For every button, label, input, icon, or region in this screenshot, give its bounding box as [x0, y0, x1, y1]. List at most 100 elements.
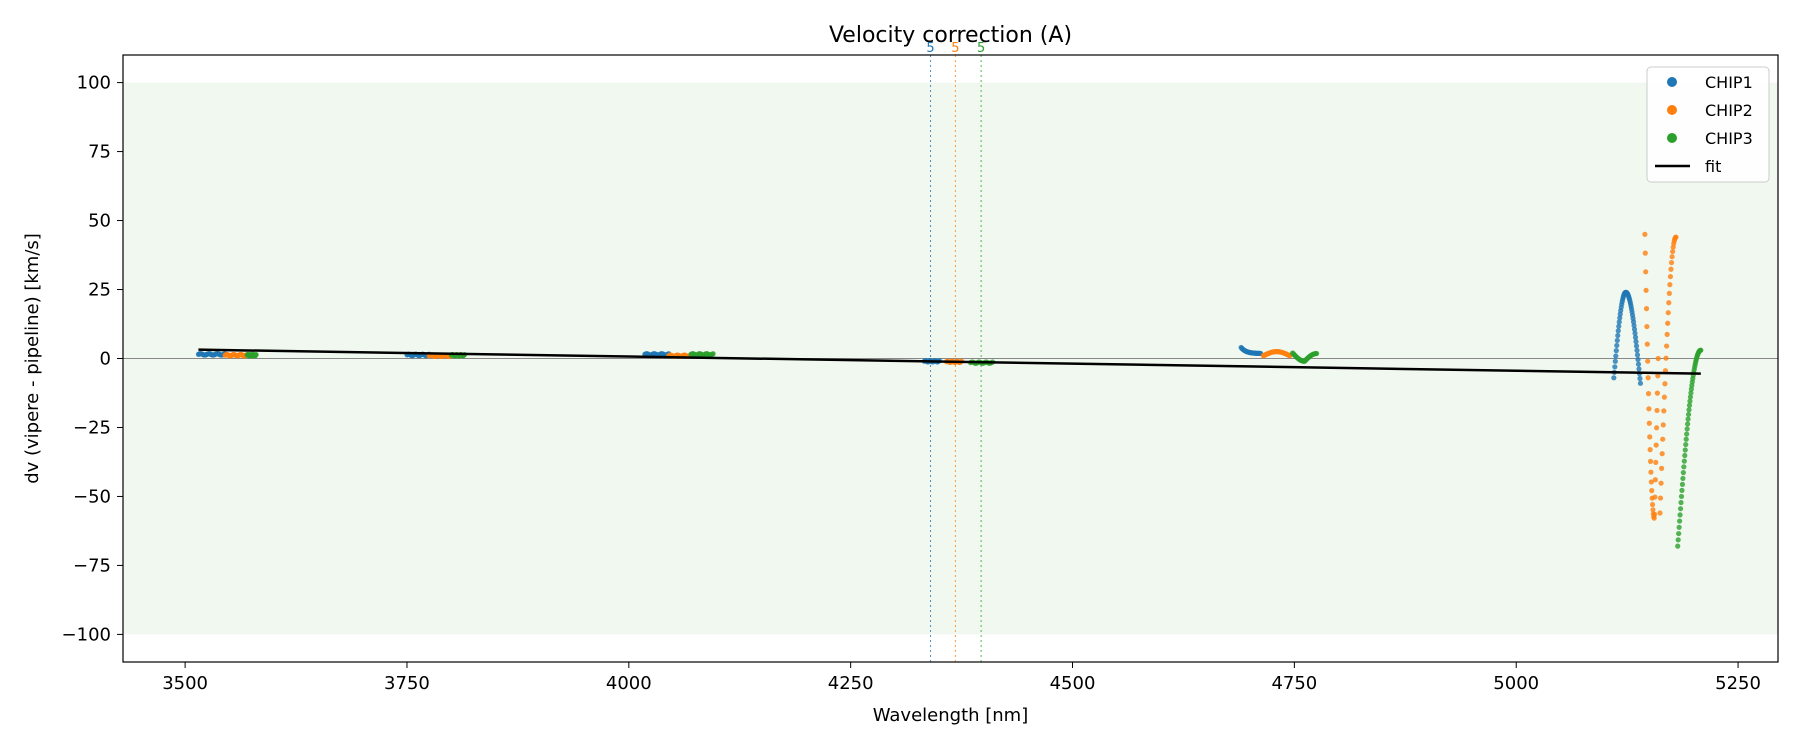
y-tick-label: 50 [88, 211, 111, 232]
data-point [1665, 310, 1671, 316]
y-tick-label: −100 [62, 624, 111, 645]
legend-label-fit: fit [1705, 157, 1721, 176]
data-point [1652, 494, 1658, 500]
data-point [1668, 266, 1674, 272]
x-axis-label: Wavelength [nm] [873, 705, 1029, 726]
legend: CHIP1 CHIP2 CHIP3 fit [1646, 66, 1770, 183]
y-tick-label: −50 [73, 486, 111, 507]
data-point [1645, 358, 1651, 364]
data-point [1633, 343, 1640, 349]
data-point [1653, 442, 1659, 448]
data-point [1688, 390, 1694, 396]
data-point [1635, 356, 1641, 363]
data-point [1663, 355, 1669, 361]
data-point [1655, 373, 1661, 379]
data-point [710, 351, 716, 357]
legend-marker-chip1 [1667, 77, 1677, 87]
data-point [253, 351, 259, 358]
data-point [1614, 337, 1620, 344]
data-point [1644, 323, 1650, 330]
x-tick-label: 5250 [1715, 673, 1761, 694]
data-point [1679, 487, 1685, 493]
data-point [1643, 269, 1649, 275]
order-marker-label: 5 [926, 41, 934, 56]
y-tick-label: 75 [88, 142, 111, 163]
legend-label-chip1: CHIP1 [1705, 73, 1753, 92]
data-point [1675, 543, 1681, 549]
data-point [1685, 421, 1691, 427]
data-point [1644, 341, 1650, 347]
data-point [1680, 475, 1686, 482]
data-point [1676, 524, 1682, 530]
y-tick-label: −25 [73, 417, 111, 438]
data-point [1643, 306, 1650, 312]
data-point [1651, 515, 1657, 521]
data-point [1634, 352, 1641, 358]
data-point [1632, 330, 1638, 336]
data-point [1646, 420, 1652, 426]
y-tick-label: 0 [100, 349, 111, 370]
data-point [1662, 381, 1668, 387]
data-point [1647, 434, 1653, 440]
x-tick-label: 4000 [606, 673, 652, 694]
data-point [1653, 425, 1660, 431]
data-point [1678, 499, 1684, 506]
data-point [1682, 447, 1688, 453]
data-point [1686, 407, 1692, 413]
data-point [1646, 406, 1652, 412]
data-point [1668, 260, 1675, 266]
x-tick-label: 4750 [1271, 673, 1317, 694]
y-tick-label: 25 [88, 280, 111, 301]
series-chip2 [222, 231, 1679, 521]
data-point [1659, 451, 1665, 457]
data-point [1652, 477, 1658, 483]
y-axis-label: dv (vipere - pipeline) [km/s] [22, 233, 43, 484]
data-point [1653, 459, 1659, 466]
data-point [1686, 402, 1693, 408]
x-tick-label: 4500 [1050, 673, 1096, 694]
data-point [1679, 481, 1686, 487]
data-point [1631, 326, 1638, 332]
data-point [1637, 375, 1643, 382]
data-point [1648, 479, 1654, 485]
data-point [1648, 469, 1654, 475]
legend-marker-chip3 [1667, 133, 1677, 143]
data-point [1667, 282, 1673, 288]
data-point [1635, 361, 1642, 367]
data-point [1681, 458, 1687, 464]
data-point [1666, 290, 1672, 296]
data-point [1660, 436, 1666, 442]
data-point [1654, 407, 1660, 414]
data-point [1663, 343, 1670, 349]
data-point [1678, 493, 1685, 500]
data-point [1681, 464, 1687, 470]
data-point [1632, 334, 1639, 340]
legend-label-chip2: CHIP2 [1705, 101, 1753, 120]
data-point [1611, 375, 1617, 381]
data-point [1636, 366, 1642, 372]
data-point [1677, 518, 1683, 524]
data-point [1667, 273, 1674, 280]
fit-line [198, 348, 1701, 375]
data-point [1645, 391, 1652, 397]
data-point [1637, 380, 1644, 386]
data-point [1649, 501, 1656, 508]
data-point [1631, 322, 1637, 329]
data-point [1633, 339, 1639, 345]
data-point [1680, 470, 1686, 476]
data-point [1666, 300, 1672, 306]
data-point [1665, 320, 1671, 326]
data-point [1650, 507, 1656, 513]
data-point [1682, 452, 1688, 459]
data-point [1634, 347, 1640, 353]
data-point [1651, 511, 1658, 517]
x-tick-label: 4250 [828, 673, 874, 694]
data-point [1664, 331, 1670, 337]
data-point [1661, 408, 1667, 414]
x-tick-label: 3750 [384, 673, 430, 694]
data-point [1677, 506, 1684, 512]
legend-box [1646, 66, 1770, 183]
data-point [1670, 248, 1676, 255]
legend-label-chip3: CHIP3 [1705, 129, 1753, 148]
